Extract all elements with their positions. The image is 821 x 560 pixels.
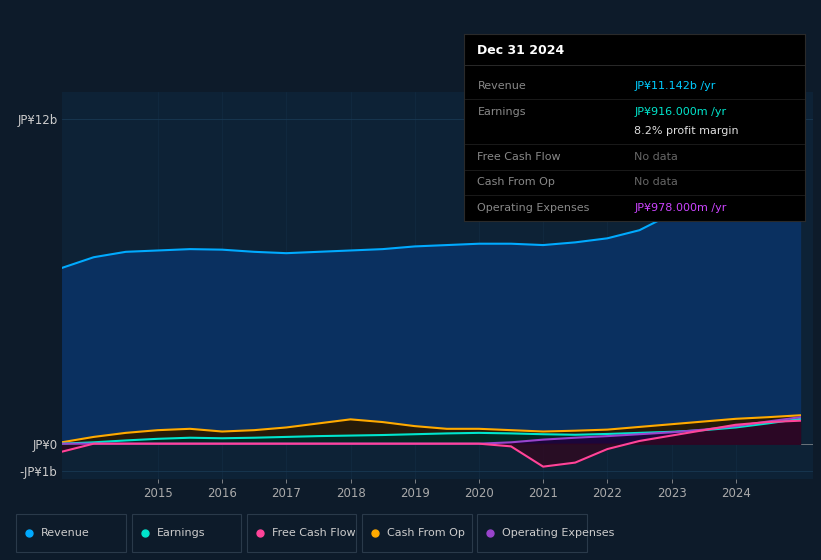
Text: Free Cash Flow: Free Cash Flow [478, 152, 561, 162]
Text: Cash From Op: Cash From Op [478, 177, 555, 187]
Text: No data: No data [635, 152, 678, 162]
Text: JP¥978.000m /yr: JP¥978.000m /yr [635, 203, 727, 213]
Text: Operating Expenses: Operating Expenses [478, 203, 589, 213]
FancyBboxPatch shape [247, 514, 356, 552]
Text: Cash From Op: Cash From Op [387, 529, 465, 538]
Text: Revenue: Revenue [478, 81, 526, 91]
Text: JP¥916.000m /yr: JP¥916.000m /yr [635, 108, 727, 118]
Text: Free Cash Flow: Free Cash Flow [272, 529, 355, 538]
Text: 8.2% profit margin: 8.2% profit margin [635, 126, 739, 136]
Text: Dec 31 2024: Dec 31 2024 [478, 44, 565, 57]
Text: JP¥11.142b /yr: JP¥11.142b /yr [635, 81, 716, 91]
Text: Earnings: Earnings [478, 108, 526, 118]
FancyBboxPatch shape [131, 514, 241, 552]
Text: Earnings: Earnings [157, 529, 205, 538]
FancyBboxPatch shape [478, 514, 587, 552]
FancyBboxPatch shape [362, 514, 471, 552]
Text: Revenue: Revenue [41, 529, 90, 538]
Text: No data: No data [635, 177, 678, 187]
FancyBboxPatch shape [16, 514, 126, 552]
Text: Operating Expenses: Operating Expenses [502, 529, 615, 538]
